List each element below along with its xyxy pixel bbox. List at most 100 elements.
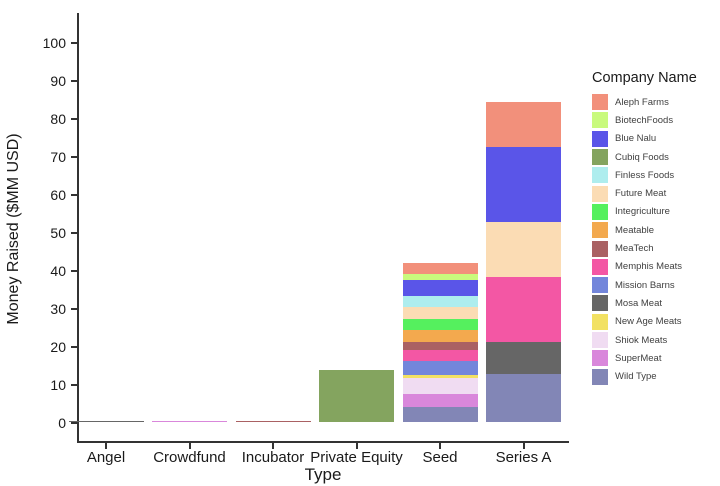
- x-axis-line: [77, 441, 569, 443]
- y-tick-mark: [71, 117, 77, 120]
- legend-item-meatech: MeaTech: [592, 239, 718, 257]
- legend-item-supermeat: SuperMeat: [592, 349, 718, 367]
- bar-segment-seed-meatable: [402, 329, 478, 342]
- y-tick-mark: [71, 41, 77, 44]
- legend-swatch-icon: [592, 185, 608, 202]
- legend-item-integriculture: Integriculture: [592, 203, 718, 221]
- bar-segment-seed-aleph-farms: [402, 262, 478, 274]
- legend-label: New Age Meats: [615, 316, 682, 328]
- x-tick-mark: [355, 443, 358, 449]
- bar-segment-incubator-meatech: [235, 420, 311, 423]
- x-tick-mark: [272, 443, 274, 449]
- legend-label: Integriculture: [615, 206, 670, 218]
- legend-label: Meatable: [615, 224, 655, 236]
- y-tick-label: 70: [50, 148, 66, 165]
- legend-swatch-icon: [592, 94, 608, 111]
- bar-segment-series-a-future-meat: [486, 222, 561, 277]
- y-tick-label: 0: [58, 414, 66, 431]
- bar-segment-series-a-blue-nalu: [486, 147, 561, 223]
- legend-item-wild-type: Wild Type: [592, 367, 718, 385]
- bar-segment-series-a-aleph-farms: [486, 102, 561, 148]
- x-tick-label-crowdfund: Crowdfund: [153, 449, 226, 466]
- bar-segment-crowdfund-supermeat: [152, 421, 227, 423]
- x-tick-label-series-a: Series A: [495, 449, 552, 466]
- legend-item-mission-barns: Mission Barns: [592, 276, 718, 294]
- legend-item-aleph-farms: Aleph Farms: [592, 93, 718, 111]
- legend-swatch-icon: [592, 258, 608, 275]
- legend-label: Memphis Meats: [615, 261, 683, 273]
- bar-segment-seed-finless-foods: [402, 295, 478, 307]
- y-tick-mark: [71, 155, 77, 158]
- x-tick-label-private-equity: Private Equity: [310, 449, 403, 466]
- bar-segment-private-equity-cubiq-foods: [319, 370, 394, 423]
- bar-segment-seed-memphis-meats: [402, 350, 478, 361]
- y-tick-mark: [71, 193, 77, 196]
- legend-item-biotechfoods: BiotechFoods: [592, 111, 718, 129]
- legend-item-new-age-meats: New Age Meats: [592, 313, 718, 331]
- y-tick-mark: [71, 345, 77, 348]
- legend: Company Name Aleph Farms BiotechFoods Blue…: [592, 70, 718, 386]
- legend-label: MeaTech: [615, 243, 654, 255]
- y-tick-label: 30: [50, 300, 66, 317]
- legend-label: SuperMeat: [615, 352, 662, 364]
- legend-label: Mission Barns: [615, 279, 675, 291]
- y-tick-label: 50: [50, 224, 66, 241]
- y-tick-label: 100: [42, 34, 66, 51]
- y-tick-label: 20: [50, 338, 66, 355]
- y-tick-mark: [71, 269, 77, 272]
- bar-segment-seed-shiok-meats: [402, 378, 478, 395]
- y-axis-title: Money Raised ($MM USD): [5, 133, 22, 325]
- bar-segment-angel-mosa-meat: [68, 420, 144, 423]
- legend-item-future-meat: Future Meat: [592, 184, 718, 202]
- legend-label: Finless Foods: [615, 169, 675, 181]
- legend-item-finless-foods: Finless Foods: [592, 166, 718, 184]
- x-tick-mark: [522, 443, 525, 449]
- bar-segment-series-a-mosa-meat: [486, 341, 561, 375]
- bar-segment-seed-blue-nalu: [402, 280, 478, 296]
- legend-label: Blue Nalu: [615, 133, 657, 145]
- legend-label: Mosa Meat: [615, 297, 662, 309]
- x-tick-label-angel: Angel: [86, 449, 126, 466]
- y-axis-line: [77, 13, 79, 442]
- x-tick-mark: [105, 443, 107, 449]
- bar-segment-seed-mission-barns: [402, 360, 478, 376]
- y-tick-label: 10: [50, 376, 66, 393]
- x-tick-label-incubator: Incubator: [241, 449, 305, 466]
- legend-item-shiok-meats: Shiok Meats: [592, 331, 718, 349]
- legend-label: Cubiq Foods: [615, 151, 669, 163]
- y-tick-mark: [71, 383, 77, 386]
- legend-swatch-icon: [592, 295, 608, 312]
- y-tick-mark: [71, 307, 77, 310]
- bar-segment-seed-biotechfoods: [402, 273, 478, 281]
- legend-label: Shiok Meats: [615, 334, 668, 346]
- legend-swatch-icon: [592, 149, 608, 166]
- y-tick-label: 90: [50, 72, 66, 89]
- legend-label: Aleph Farms: [615, 96, 669, 108]
- legend-swatch-icon: [592, 222, 608, 239]
- bar-segment-seed-future-meat: [402, 306, 478, 319]
- bar-segment-series-a-memphis-meats: [486, 276, 561, 342]
- y-tick-mark: [71, 79, 77, 82]
- x-axis-title: Type: [304, 465, 342, 484]
- bar-segment-seed-integriculture: [402, 318, 478, 330]
- legend-swatch-icon: [592, 332, 608, 348]
- y-tick-label: 40: [50, 262, 66, 279]
- legend-label: Wild Type: [615, 371, 657, 383]
- legend-item-mosa-meat: Mosa Meat: [592, 294, 718, 312]
- legend-label: BiotechFoods: [615, 114, 674, 126]
- legend-swatch-icon: [592, 203, 608, 220]
- x-tick-mark: [188, 443, 191, 449]
- legend-label: Future Meat: [615, 188, 667, 200]
- bar-segment-seed-wild-type: [402, 406, 478, 423]
- y-tick-mark: [71, 231, 77, 234]
- bar-segment-seed-meatech: [402, 341, 478, 351]
- legend-item-meatable: Meatable: [592, 221, 718, 239]
- legend-item-cubiq-foods: Cubiq Foods: [592, 148, 718, 166]
- legend-swatch-icon: [592, 350, 608, 367]
- legend-swatch-icon: [592, 130, 608, 147]
- x-tick-mark: [439, 443, 441, 449]
- legend-item-memphis-meats: Memphis Meats: [592, 258, 718, 276]
- legend-item-blue-nalu: Blue Nalu: [592, 130, 718, 148]
- legend-swatch-icon: [592, 277, 608, 294]
